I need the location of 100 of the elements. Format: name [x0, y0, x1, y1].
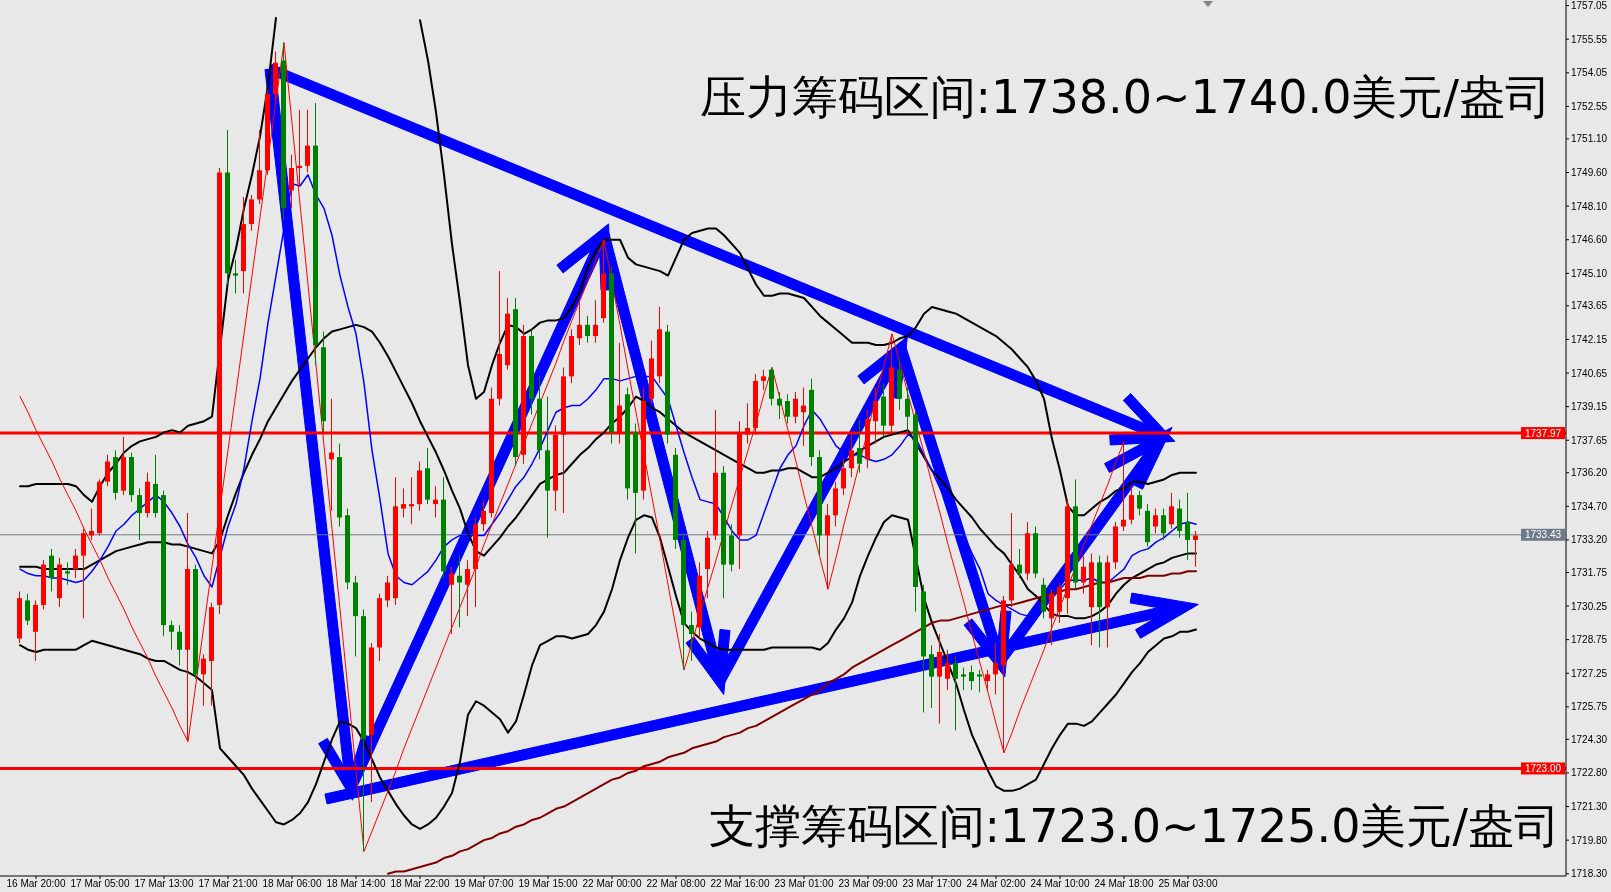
line-series: [19, 16, 277, 503]
y-tick-label: 1734.70: [1571, 500, 1608, 512]
candlestick: [433, 485, 438, 519]
candlestick: [25, 593, 30, 626]
y-tick-label: 1730.25: [1571, 600, 1608, 612]
candlestick: [49, 548, 54, 592]
y-tick-label: 1724.30: [1571, 733, 1608, 745]
x-tick-label: 23 Mar 17:00: [902, 878, 962, 890]
candlestick: [969, 664, 974, 691]
candlestick: [465, 559, 470, 617]
candlestick: [761, 369, 766, 391]
candlestick: [81, 528, 86, 619]
x-tick-label: 16 Mar 20:00: [6, 878, 66, 890]
candlestick: [1161, 508, 1166, 541]
candlestick: [593, 299, 598, 344]
y-tick-label: 1740.65: [1571, 367, 1608, 379]
candlestick: [777, 391, 782, 420]
candlestick: [457, 555, 462, 628]
y-tick-label: 1746.60: [1571, 234, 1608, 246]
y-tick-label: 1719.80: [1571, 834, 1608, 846]
x-tick-label: 23 Mar 09:00: [838, 878, 898, 890]
y-tick-label: 1727.25: [1571, 667, 1608, 679]
y-tick-label: 1742.15: [1571, 333, 1608, 345]
y-tick-label: 1718.30: [1571, 868, 1608, 880]
candlestick: [785, 393, 790, 424]
y-tick-label: 1722.80: [1571, 767, 1608, 779]
y-tick-label: 1749.60: [1571, 167, 1608, 179]
x-tick-label: 24 Mar 02:00: [966, 878, 1026, 890]
candlestick: [169, 620, 174, 651]
line-series: [19, 323, 1197, 620]
x-tick-label: 18 Mar 22:00: [390, 878, 450, 890]
x-tick-label: 22 Mar 08:00: [646, 878, 706, 890]
candlestick: [177, 624, 182, 666]
y-tick-label: 1743.65: [1571, 300, 1608, 312]
candlestick: [1169, 492, 1174, 530]
candlestick: [481, 499, 486, 532]
x-tick-label: 18 Mar 06:00: [262, 878, 322, 890]
candlestick: [289, 154, 294, 209]
y-tick-label: 1745.10: [1571, 267, 1608, 279]
x-tick-label: 24 Mar 10:00: [1030, 878, 1090, 890]
y-tick-label: 1754.05: [1571, 67, 1608, 79]
candlestick: [585, 315, 590, 344]
candlestick: [993, 642, 998, 696]
y-tick-label: 1739.15: [1571, 401, 1608, 413]
candlestick: [297, 109, 302, 187]
candlestick: [857, 418, 862, 474]
y-tick-label: 1751.10: [1571, 133, 1608, 145]
candlestick: [961, 667, 966, 691]
candlestick: [137, 487, 142, 541]
candlestick: [945, 649, 950, 691]
x-tick-label: 23 Mar 01:00: [774, 878, 834, 890]
candlestick: [689, 611, 694, 662]
candlestick: [1081, 555, 1086, 595]
y-tick-label: 1721.30: [1571, 801, 1608, 813]
candlestick: [449, 566, 454, 635]
candlestick: [929, 644, 934, 709]
x-tick-label: 19 Mar 15:00: [518, 878, 578, 890]
candlestick: [793, 391, 798, 424]
y-tick-label: 1733.20: [1571, 534, 1608, 546]
candlestick: [841, 458, 846, 496]
candlestick: [233, 259, 238, 294]
candlestick: [305, 109, 310, 174]
x-tick-label: 17 Mar 21:00: [198, 878, 258, 890]
y-tick-label: 1757.05: [1571, 0, 1608, 12]
x-tick-label: 22 Mar 16:00: [710, 878, 770, 890]
x-tick-label: 18 Mar 14:00: [326, 878, 386, 890]
candlestick: [105, 454, 110, 487]
x-tick-label: 17 Mar 05:00: [70, 878, 130, 890]
annotation: 支撑筹码区间:1723.0~1725.0美元/盎司: [708, 799, 1560, 853]
x-tick-label: 17 Mar 13:00: [134, 878, 194, 890]
x-tick-label: 19 Mar 07:00: [454, 878, 514, 890]
candlestick: [953, 655, 958, 731]
candlestick: [89, 508, 94, 541]
y-tick-label: 1737.65: [1571, 434, 1608, 446]
candlestick: [577, 301, 582, 346]
candlestick: [73, 548, 78, 579]
candlestick: [1017, 548, 1022, 579]
candlestick: [1137, 490, 1142, 516]
candlestick: [825, 503, 830, 590]
candlestick: [977, 669, 982, 693]
candlestick: [1153, 508, 1158, 534]
candlestick: [65, 561, 70, 586]
candlestick: [905, 387, 910, 433]
candlestick: [201, 653, 206, 707]
y-tick-label: 1731.75: [1571, 566, 1608, 578]
y-tick-label: 1725.75: [1571, 701, 1608, 713]
candlestick: [985, 669, 990, 691]
y-tick-label: 1748.10: [1571, 200, 1608, 212]
candlestick: [1177, 499, 1182, 539]
candlestick: [1185, 492, 1190, 561]
y-tick-label: 1755.55: [1571, 33, 1608, 45]
x-tick-label: 24 Mar 18:00: [1094, 878, 1154, 890]
candlestick: [1193, 530, 1198, 568]
x-tick-label: 25 Mar 03:00: [1158, 878, 1218, 890]
annotation: 压力筹码区间:1738.0~1740.0美元/盎司: [699, 70, 1551, 124]
candlestick: [409, 476, 414, 525]
x-tick-label: 22 Mar 00:00: [582, 878, 642, 890]
candlestick: [401, 487, 406, 519]
y-tick-label: 1736.20: [1571, 467, 1608, 479]
y-tick-label: 1728.75: [1571, 634, 1608, 646]
